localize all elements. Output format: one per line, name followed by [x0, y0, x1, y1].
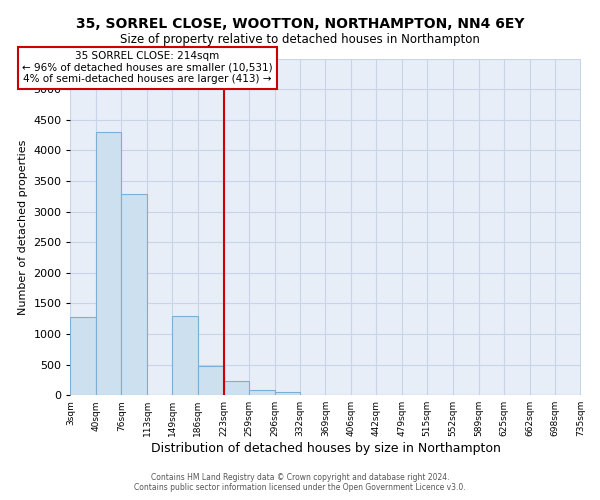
Text: 35 SORREL CLOSE: 214sqm
← 96% of detached houses are smaller (10,531)
4% of semi: 35 SORREL CLOSE: 214sqm ← 96% of detache… [22, 51, 272, 84]
Bar [198, 366, 224, 395]
Text: Size of property relative to detached houses in Northampton: Size of property relative to detached ho… [120, 32, 480, 46]
Bar [70, 318, 96, 395]
X-axis label: Distribution of detached houses by size in Northampton: Distribution of detached houses by size … [151, 442, 500, 455]
Bar [224, 381, 249, 395]
Bar [249, 390, 275, 395]
Bar [275, 392, 299, 395]
Bar [121, 194, 147, 395]
Bar [172, 316, 198, 395]
Text: 35, SORREL CLOSE, WOOTTON, NORTHAMPTON, NN4 6EY: 35, SORREL CLOSE, WOOTTON, NORTHAMPTON, … [76, 18, 524, 32]
Text: Contains HM Land Registry data © Crown copyright and database right 2024.
Contai: Contains HM Land Registry data © Crown c… [134, 473, 466, 492]
Y-axis label: Number of detached properties: Number of detached properties [18, 139, 28, 314]
Bar [96, 132, 121, 395]
